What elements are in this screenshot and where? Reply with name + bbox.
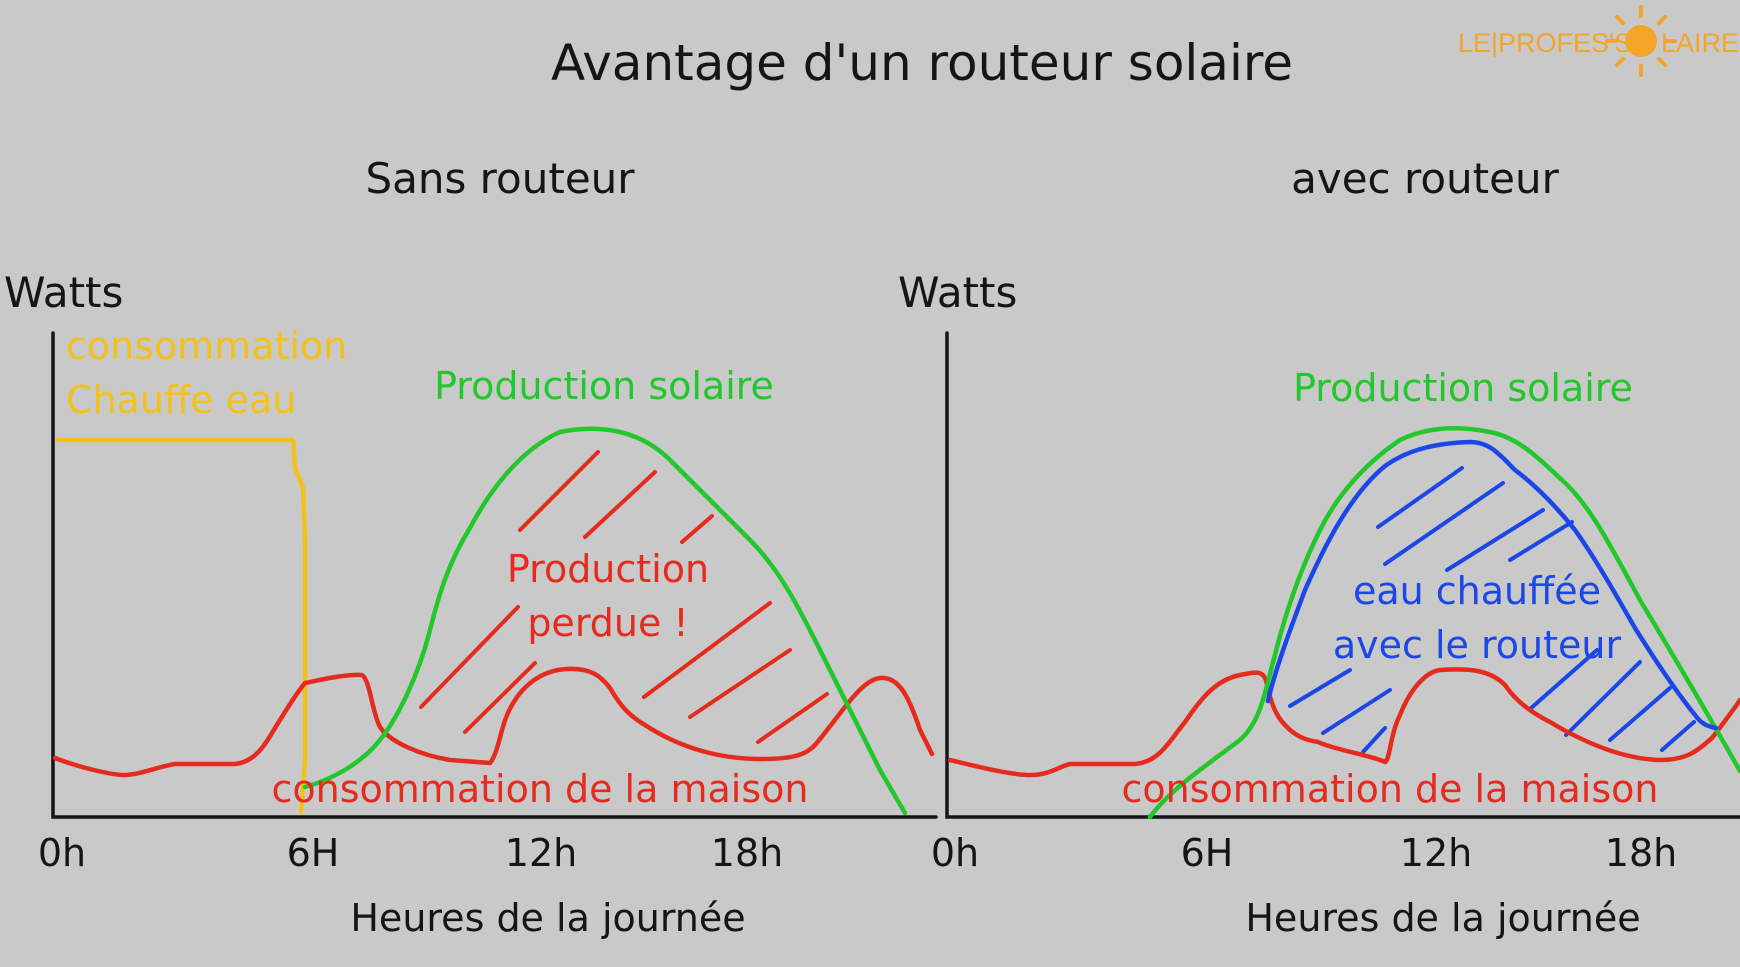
panel-subtitle: avec routeur bbox=[1291, 154, 1559, 203]
solar-production-curve bbox=[1147, 426, 1740, 820]
router-heated-water-curve bbox=[1265, 439, 1719, 731]
main-title: Avantage d'un routeur solaire bbox=[551, 34, 1293, 92]
solar-production-curve bbox=[302, 426, 908, 816]
heated-water-label-line1: eau chauffée bbox=[1353, 569, 1601, 613]
water-heater-label-line1: consommation bbox=[66, 324, 347, 368]
axes bbox=[945, 331, 1740, 819]
y-axis-label: Watts bbox=[4, 268, 123, 317]
logo: LE|PROFES'S LAIRE bbox=[1458, 5, 1739, 77]
water-heater-curve bbox=[55, 437, 308, 815]
hatching-heated-water bbox=[1288, 466, 1696, 754]
lost-production-label-line2: perdue ! bbox=[527, 601, 688, 645]
x-tick-label: 12h bbox=[505, 831, 577, 875]
axes bbox=[51, 331, 938, 819]
house-consumption-curve bbox=[947, 667, 1740, 778]
x-tick-label: 12h bbox=[1400, 831, 1472, 875]
solar-production-label: Production solaire bbox=[1293, 366, 1633, 410]
solar-production-label: Production solaire bbox=[434, 364, 774, 408]
panel-subtitle: Sans routeur bbox=[365, 154, 635, 203]
hatching-lost-production bbox=[419, 450, 829, 744]
x-tick-label: 6H bbox=[1181, 831, 1234, 875]
panel-right: avec routeur Watts Production solaire ea… bbox=[898, 154, 1740, 940]
logo-text-right: LAIRE bbox=[1661, 28, 1739, 58]
house-consumption-label: consommation de la maison bbox=[272, 767, 809, 811]
x-tick-label: 0h bbox=[38, 831, 86, 875]
x-tick-label: 0h bbox=[931, 831, 979, 875]
x-tick-label: 18h bbox=[1605, 831, 1677, 875]
house-consumption-curve bbox=[52, 666, 935, 778]
panel-left: Sans routeur Watts consommation Chauffe … bbox=[4, 154, 938, 940]
x-axis-label: Heures de la journée bbox=[1245, 896, 1640, 940]
sun-icon bbox=[1605, 5, 1677, 77]
x-tick-label: 18h bbox=[711, 831, 783, 875]
lost-production-label-line1: Production bbox=[507, 547, 709, 591]
x-axis-label: Heures de la journée bbox=[350, 896, 745, 940]
heated-water-label-line2: avec le routeur bbox=[1333, 623, 1622, 667]
house-consumption-label: consommation de la maison bbox=[1122, 767, 1659, 811]
x-tick-label: 6H bbox=[287, 831, 340, 875]
logo-text-left: LE|PROFES'S bbox=[1458, 28, 1632, 58]
y-axis-label: Watts bbox=[898, 268, 1017, 317]
water-heater-label-line2: Chauffe eau bbox=[66, 378, 296, 422]
